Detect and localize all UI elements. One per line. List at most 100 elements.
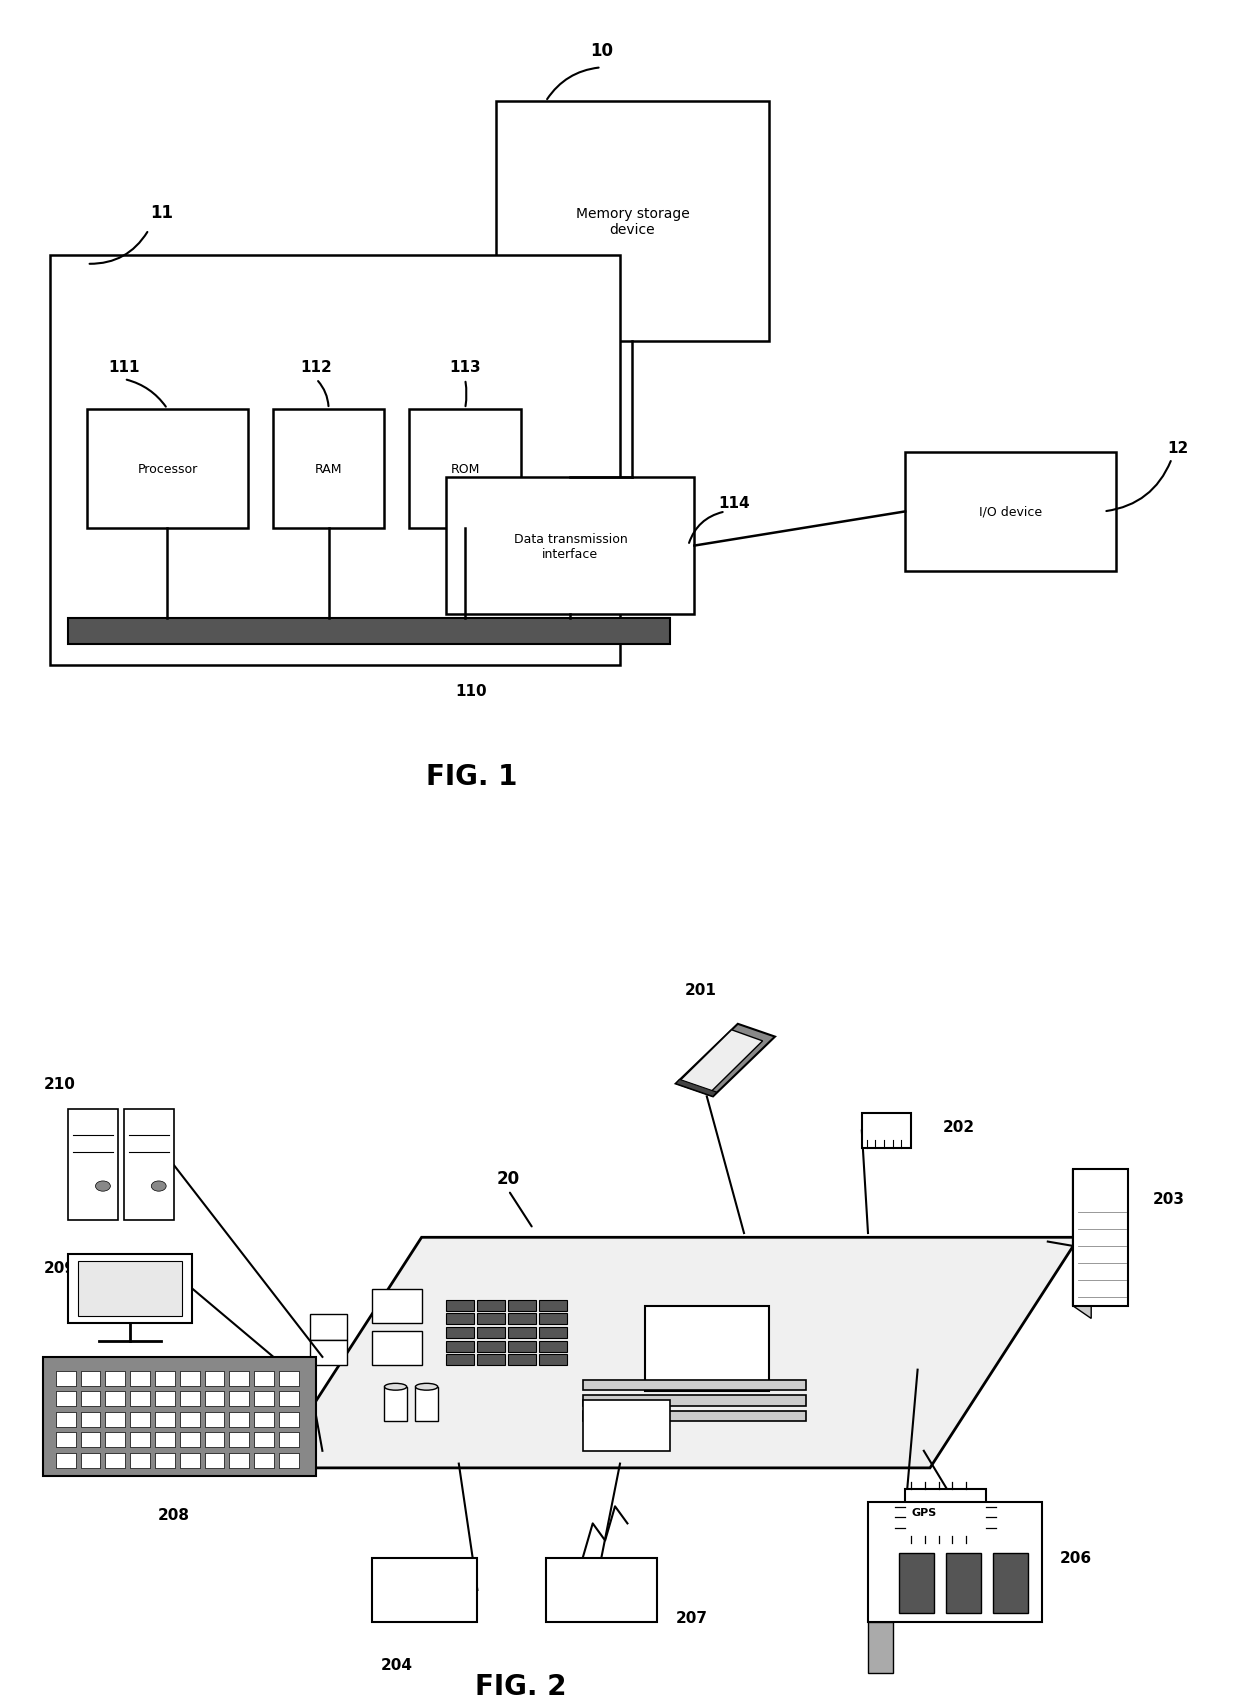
Bar [229, 1412, 249, 1427]
Bar [508, 1301, 536, 1311]
Text: 114: 114 [718, 497, 750, 510]
Bar [78, 1261, 182, 1316]
Bar [43, 1357, 316, 1477]
Circle shape [151, 1181, 166, 1191]
Bar [130, 1432, 150, 1448]
Text: 113: 113 [449, 360, 481, 374]
Bar [539, 1355, 567, 1366]
Bar [273, 410, 384, 529]
Bar [583, 1396, 806, 1407]
Text: Processor: Processor [138, 463, 197, 476]
Bar [415, 1386, 438, 1420]
Text: 112: 112 [300, 360, 332, 374]
Bar [446, 1314, 474, 1325]
Bar [130, 1412, 150, 1427]
Text: 11: 11 [150, 205, 172, 222]
Bar [105, 1371, 125, 1386]
Polygon shape [1073, 1169, 1091, 1318]
Bar [229, 1371, 249, 1386]
Text: 10: 10 [590, 43, 613, 60]
Ellipse shape [415, 1383, 438, 1389]
Bar [446, 1355, 474, 1366]
Text: Memory storage
device: Memory storage device [575, 207, 689, 237]
Bar [993, 1553, 1028, 1613]
Bar [539, 1328, 567, 1338]
Bar [87, 410, 248, 529]
Bar [539, 1342, 567, 1352]
Bar [56, 1391, 76, 1407]
Bar [180, 1371, 200, 1386]
Bar [645, 1306, 769, 1391]
Bar [105, 1412, 125, 1427]
Bar [155, 1412, 175, 1427]
Bar [56, 1412, 76, 1427]
Bar [81, 1371, 100, 1386]
Text: 208: 208 [157, 1507, 190, 1523]
Bar [477, 1314, 505, 1325]
Bar [254, 1371, 274, 1386]
Bar [310, 1340, 347, 1366]
Text: 20: 20 [497, 1169, 520, 1186]
Bar [56, 1453, 76, 1468]
Polygon shape [676, 1024, 775, 1098]
Bar [68, 1255, 192, 1323]
Text: 209: 209 [43, 1260, 76, 1275]
Bar [446, 1301, 474, 1311]
Polygon shape [862, 1115, 911, 1147]
Bar [310, 1314, 347, 1340]
Bar [155, 1432, 175, 1448]
Bar [279, 1432, 299, 1448]
Bar [279, 1391, 299, 1407]
Text: RAM: RAM [315, 463, 342, 476]
Bar [477, 1328, 505, 1338]
Bar [205, 1391, 224, 1407]
Bar [496, 102, 769, 341]
Text: FIG. 2: FIG. 2 [475, 1671, 567, 1700]
Bar [229, 1432, 249, 1448]
Bar [868, 1502, 1042, 1622]
Bar [508, 1314, 536, 1325]
Bar [583, 1400, 670, 1451]
Bar [372, 1557, 477, 1622]
Bar [446, 1342, 474, 1352]
Bar [508, 1355, 536, 1366]
Bar [81, 1432, 100, 1448]
Bar [446, 478, 694, 615]
Bar [446, 1328, 474, 1338]
Text: FIG. 1: FIG. 1 [425, 763, 517, 790]
Bar [205, 1432, 224, 1448]
Bar [254, 1432, 274, 1448]
Polygon shape [1073, 1169, 1128, 1306]
Text: GPS: GPS [911, 1507, 936, 1518]
Text: 203: 203 [1153, 1191, 1185, 1207]
Bar [279, 1453, 299, 1468]
Bar [105, 1432, 125, 1448]
Bar [279, 1412, 299, 1427]
Bar [205, 1371, 224, 1386]
Bar [583, 1410, 806, 1420]
Bar [180, 1432, 200, 1448]
Polygon shape [676, 1079, 717, 1098]
Bar [124, 1110, 174, 1221]
Bar [583, 1379, 806, 1389]
Bar [155, 1391, 175, 1407]
Bar [905, 452, 1116, 572]
Bar [279, 1371, 299, 1386]
Bar [384, 1386, 407, 1420]
Bar [130, 1391, 150, 1407]
Bar [539, 1314, 567, 1325]
Bar [50, 256, 620, 666]
Bar [477, 1355, 505, 1366]
Bar [372, 1331, 422, 1366]
Bar [946, 1553, 981, 1613]
Bar [130, 1371, 150, 1386]
Bar [56, 1432, 76, 1448]
Text: 204: 204 [381, 1657, 413, 1671]
Text: 12: 12 [1167, 440, 1189, 456]
Bar [105, 1453, 125, 1468]
Bar [508, 1342, 536, 1352]
Bar [205, 1453, 224, 1468]
Bar [180, 1453, 200, 1468]
Bar [105, 1391, 125, 1407]
Bar [254, 1391, 274, 1407]
